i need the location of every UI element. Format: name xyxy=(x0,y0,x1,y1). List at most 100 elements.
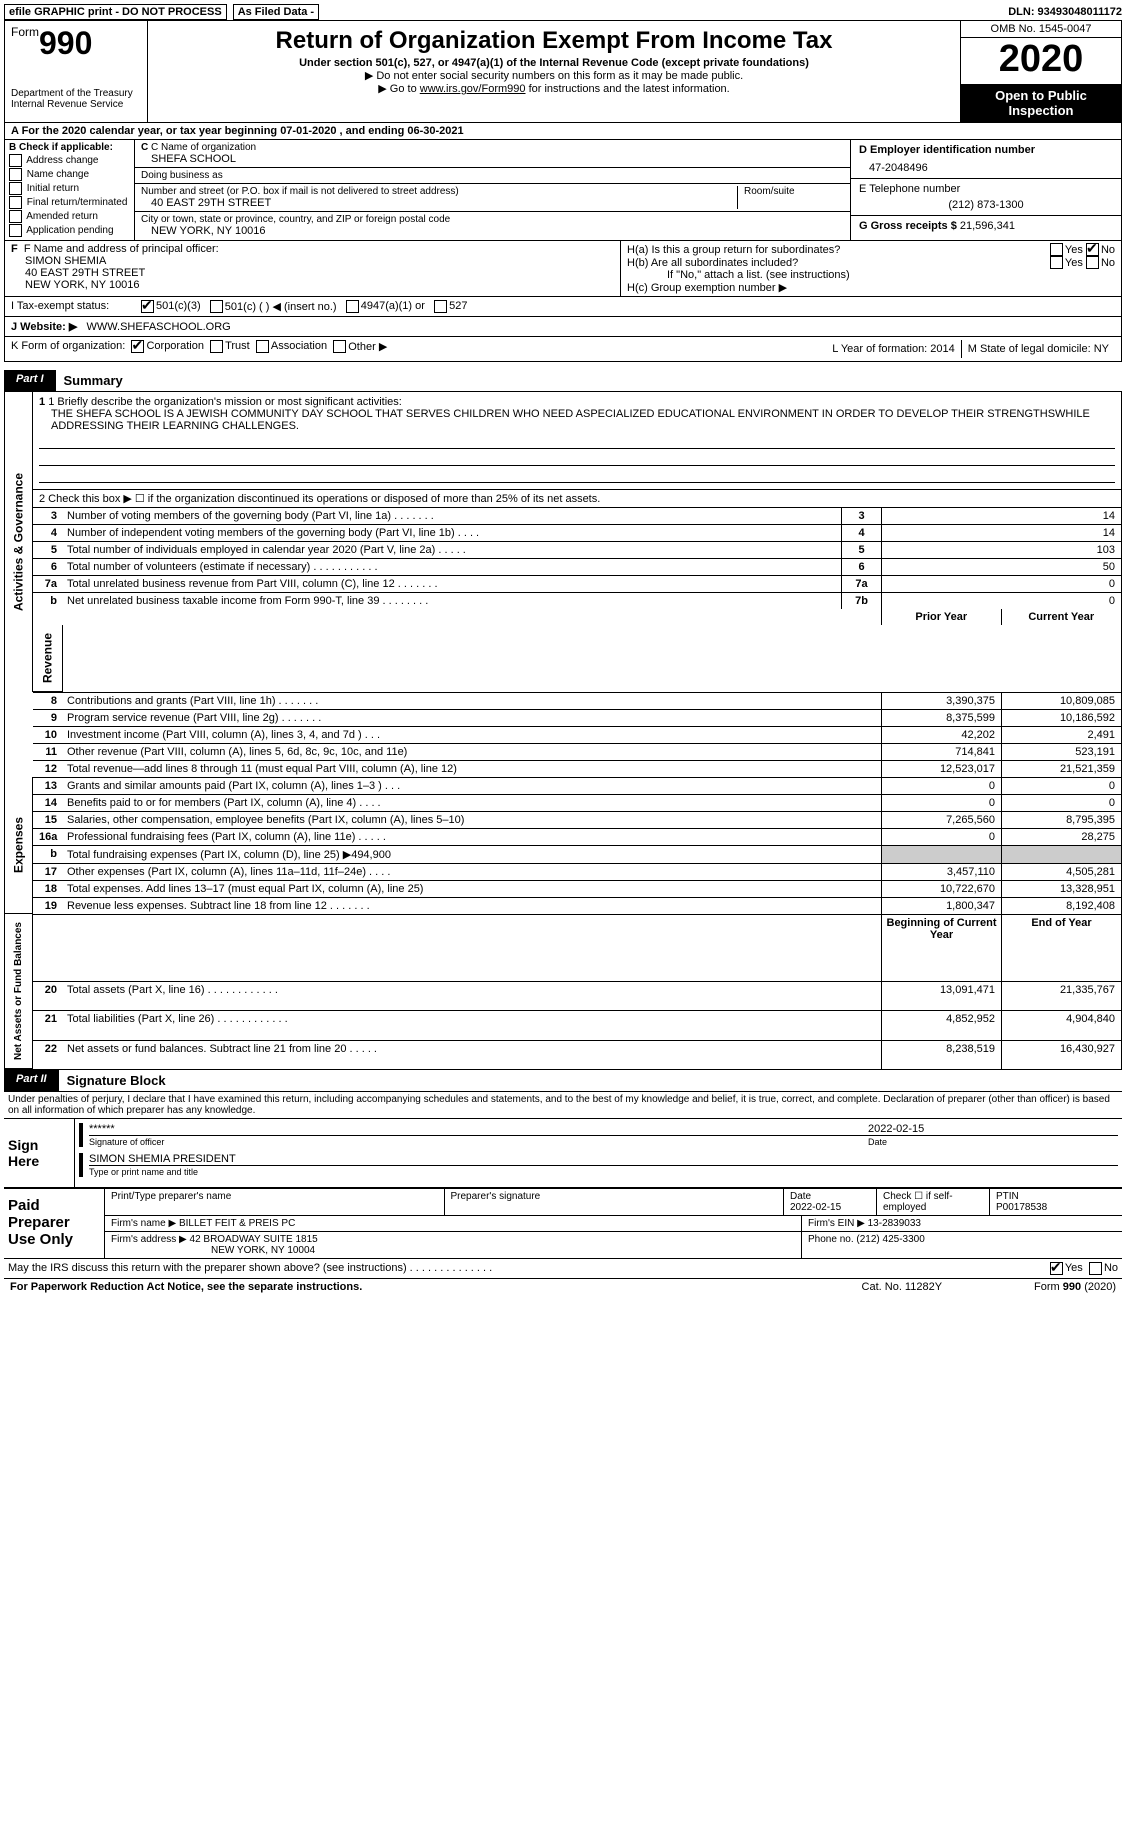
line-prior: 3,390,375 xyxy=(881,692,1001,709)
net-rows: 20 Total assets (Part X, line 16) . . . … xyxy=(33,981,1121,1070)
line-num: 19 xyxy=(33,897,63,914)
preparer-block: Paid Preparer Use Only Print/Type prepar… xyxy=(4,1188,1122,1258)
line-val: 0 xyxy=(881,592,1121,609)
line-prior: 8,238,519 xyxy=(881,1040,1001,1070)
box-h: H(a) Is this a group return for subordin… xyxy=(621,241,1121,296)
city-label: City or town, state or province, country… xyxy=(141,214,844,225)
hdr-beginning: Beginning of Current Year xyxy=(881,914,1001,981)
ha-yes[interactable] xyxy=(1050,243,1063,256)
chk-corp[interactable] xyxy=(131,340,144,353)
top-bar: efile GRAPHIC print - DO NOT PROCESS As … xyxy=(4,4,1122,20)
line2: 2 Check this box ▶ ☐ if the organization… xyxy=(33,489,1121,507)
prep-self: Check ☐ if self-employed xyxy=(877,1189,990,1215)
tax-status-label: I Tax-exempt status: xyxy=(11,300,141,313)
row-f-h: F F Name and address of principal office… xyxy=(5,240,1121,296)
line-curr: 4,904,840 xyxy=(1001,1010,1121,1040)
line-col: 5 xyxy=(841,541,881,558)
sig-stars: ****** xyxy=(89,1123,868,1135)
line-desc: Net assets or fund balances. Subtract li… xyxy=(63,1040,881,1070)
boxb-option: Initial return xyxy=(9,182,130,195)
prep-sig-label: Preparer's signature xyxy=(445,1189,785,1215)
line-num: 18 xyxy=(33,880,63,897)
omb-number: OMB No. 1545-0047 xyxy=(961,21,1121,38)
line-desc: Revenue less expenses. Subtract line 18 … xyxy=(63,897,881,914)
boxb-option: Application pending xyxy=(9,224,130,237)
line-num: 10 xyxy=(33,726,63,743)
line-num: b xyxy=(33,592,63,609)
form-container: Form990 Department of the Treasury Inter… xyxy=(4,20,1122,362)
year-headers: Prior Year Current Year xyxy=(881,609,1121,625)
line-curr xyxy=(1001,845,1121,863)
line-desc: Number of independent voting members of … xyxy=(63,524,841,541)
declaration: Under penalties of perjury, I declare th… xyxy=(4,1092,1122,1118)
line-num: 9 xyxy=(33,709,63,726)
year-formation: L Year of formation: 2014 xyxy=(826,340,961,358)
identity-grid: B Check if applicable: Address change Na… xyxy=(5,140,1121,240)
form-note2: ▶ Go to www.irs.gov/Form990 for instruct… xyxy=(154,82,954,95)
line-desc: Total assets (Part X, line 16) . . . . .… xyxy=(63,981,881,1011)
part1-title: Summary xyxy=(56,370,1122,392)
hdr-curr: Current Year xyxy=(1002,609,1122,625)
line-num: 6 xyxy=(33,558,63,575)
line-val: 103 xyxy=(881,541,1121,558)
discuss-text: May the IRS discuss this return with the… xyxy=(8,1262,1050,1275)
line-desc: Other expenses (Part IX, column (A), lin… xyxy=(63,863,881,880)
line-curr: 8,795,395 xyxy=(1001,811,1121,828)
efile-label: efile GRAPHIC print - DO NOT PROCESS xyxy=(4,4,227,20)
sig-name-title-label: Type or print name and title xyxy=(89,1165,1118,1177)
page-footer: For Paperwork Reduction Act Notice, see … xyxy=(4,1278,1122,1295)
box-d-e-g: D Employer identification number 47-2048… xyxy=(851,140,1121,240)
prep-name-label: Print/Type preparer's name xyxy=(105,1189,445,1215)
hb-yes[interactable] xyxy=(1050,256,1063,269)
line-curr: 10,186,592 xyxy=(1001,709,1121,726)
line-col: 4 xyxy=(841,524,881,541)
line-desc: Grants and similar amounts paid (Part IX… xyxy=(63,777,881,794)
tax-year: 2020 xyxy=(961,38,1121,84)
line-num: 21 xyxy=(33,1010,63,1040)
box-b: B Check if applicable: Address change Na… xyxy=(5,140,135,240)
chk-assoc[interactable] xyxy=(256,340,269,353)
chk-501c3[interactable] xyxy=(141,300,154,313)
side-expenses: Expenses xyxy=(5,777,33,914)
gross-label: G Gross receipts $ xyxy=(859,220,957,232)
line-desc: Total liabilities (Part X, line 26) . . … xyxy=(63,1010,881,1040)
line-num: 11 xyxy=(33,743,63,760)
discuss-yes[interactable] xyxy=(1050,1262,1063,1275)
mission-label: 1 1 Briefly describe the organization's … xyxy=(39,396,1115,408)
line-desc: Other revenue (Part VIII, column (A), li… xyxy=(63,743,881,760)
ha-no[interactable] xyxy=(1086,243,1099,256)
asfiled-label: As Filed Data - xyxy=(233,4,319,20)
boxb-option: Name change xyxy=(9,168,130,181)
irs-link[interactable]: www.irs.gov/Form990 xyxy=(420,83,526,95)
line-num: 12 xyxy=(33,760,63,777)
officer-name: SIMON SHEMIA xyxy=(11,255,614,267)
sig-name-title: SIMON SHEMIA PRESIDENT xyxy=(89,1153,1118,1165)
line-num: 17 xyxy=(33,863,63,880)
line-desc: Number of voting members of the governin… xyxy=(63,507,841,524)
chk-4947[interactable] xyxy=(346,300,359,313)
line-curr: 21,521,359 xyxy=(1001,760,1121,777)
discuss-no[interactable] xyxy=(1089,1262,1102,1275)
dba-label: Doing business as xyxy=(141,170,844,181)
line-num: 20 xyxy=(33,981,63,1011)
side-netassets: Net Assets or Fund Balances xyxy=(5,914,33,1069)
hdr-end: End of Year xyxy=(1001,914,1121,981)
boxb-option: Amended return xyxy=(9,210,130,223)
line-desc: Total number of individuals employed in … xyxy=(63,541,841,558)
officer-addr1: 40 EAST 29TH STREET xyxy=(11,267,614,279)
footer-left: For Paperwork Reduction Act Notice, see … xyxy=(4,1281,856,1293)
line-curr: 0 xyxy=(1001,777,1121,794)
hb-no[interactable] xyxy=(1086,256,1099,269)
chk-other[interactable] xyxy=(333,340,346,353)
website-value: WWW.SHEFASCHOOL.ORG xyxy=(87,321,231,333)
line-curr: 21,335,767 xyxy=(1001,981,1121,1011)
line-num: 5 xyxy=(33,541,63,558)
chk-trust[interactable] xyxy=(210,340,223,353)
city-value: NEW YORK, NY 10016 xyxy=(141,225,844,237)
line-num: 14 xyxy=(33,794,63,811)
line-desc: Professional fundraising fees (Part IX, … xyxy=(63,828,881,845)
chk-527[interactable] xyxy=(434,300,447,313)
part1-header: Part I Summary xyxy=(4,370,1122,392)
chk-501c[interactable] xyxy=(210,300,223,313)
line-desc: Program service revenue (Part VIII, line… xyxy=(63,709,881,726)
